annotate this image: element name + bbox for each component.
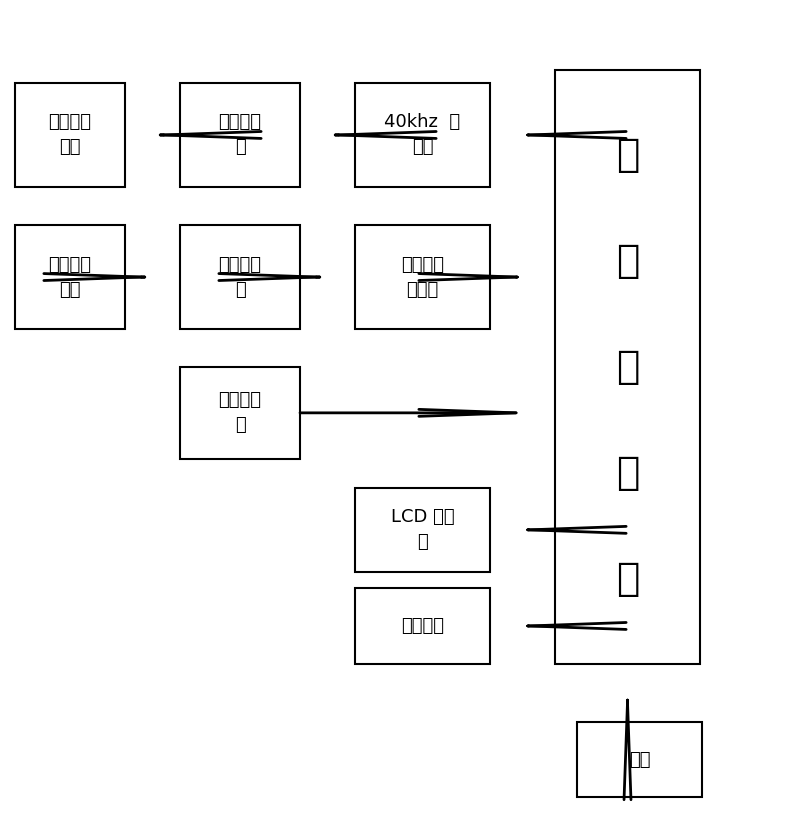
Bar — [15, 225, 125, 330]
Bar — [355, 225, 490, 330]
Text: 超声波发
射头: 超声波发 射头 — [49, 113, 91, 156]
Text: 功率放大
器: 功率放大 器 — [218, 113, 262, 156]
Bar — [180, 225, 300, 330]
Text: 超声波接
收头: 超声波接 收头 — [49, 256, 91, 299]
Bar — [180, 367, 300, 459]
Bar — [355, 83, 490, 187]
Bar — [355, 488, 490, 571]
Text: 中

央

处

理

器: 中 央 处 理 器 — [616, 136, 639, 598]
Bar — [15, 83, 125, 187]
Text: 40khz  滤
波器: 40khz 滤 波器 — [385, 113, 461, 156]
Text: 输出驱动: 输出驱动 — [401, 617, 444, 635]
Bar — [555, 70, 700, 663]
Bar — [355, 589, 490, 663]
Text: LCD 显示
器: LCD 显示 器 — [390, 509, 454, 551]
Text: 双模滤波
器: 双模滤波 器 — [218, 256, 262, 299]
Text: 温度传感
器: 温度传感 器 — [218, 392, 262, 435]
Text: 可变增益
放大器: 可变增益 放大器 — [401, 256, 444, 299]
Bar — [180, 83, 300, 187]
Text: 电源: 电源 — [629, 751, 650, 768]
Bar — [577, 722, 702, 797]
